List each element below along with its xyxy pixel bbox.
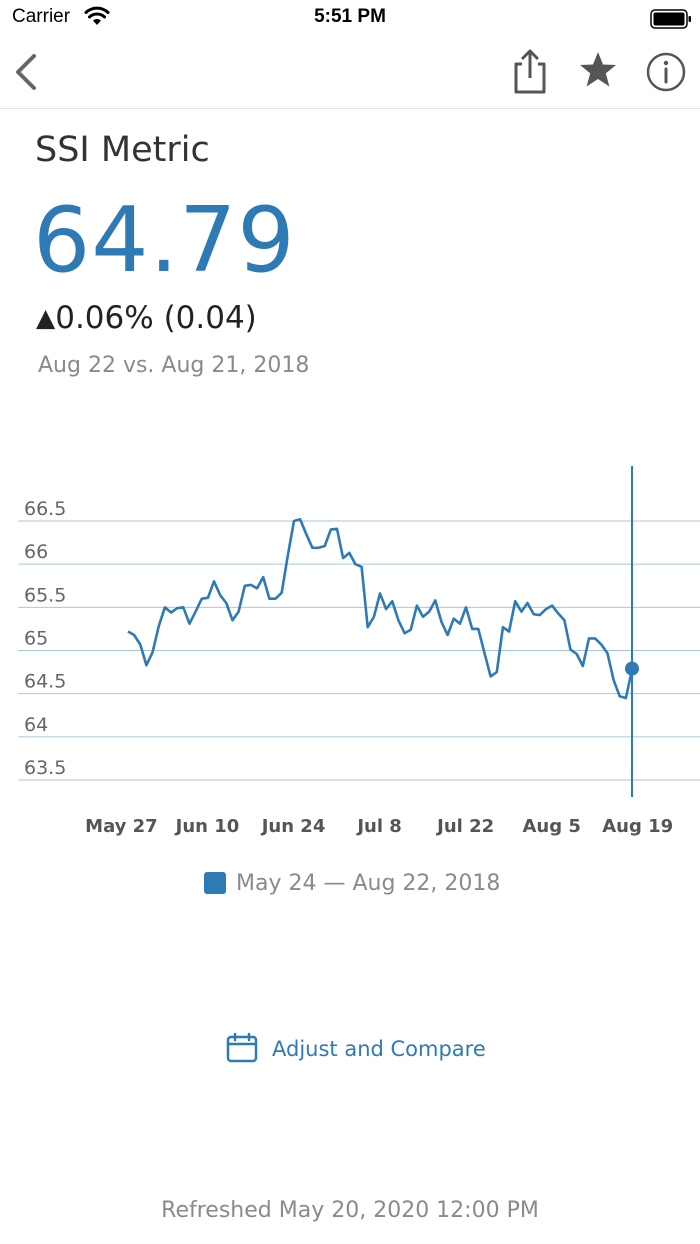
refreshed-timestamp: Refreshed May 20, 2020 12:00 PM bbox=[161, 1198, 539, 1223]
chevron-left-icon bbox=[16, 54, 36, 90]
chart-highlight[interactable] bbox=[625, 466, 639, 797]
adjust-label: Adjust and Compare bbox=[272, 1037, 486, 1061]
wifi-icon bbox=[84, 6, 110, 30]
y-tick-label: 66.5 bbox=[24, 498, 66, 520]
x-tick-label: Jun 24 bbox=[260, 816, 326, 837]
y-tick-label: 65.5 bbox=[24, 584, 66, 606]
x-tick-label: Aug 5 bbox=[522, 816, 580, 837]
metric-title: SSI Metric bbox=[35, 130, 210, 170]
chart-gridlines bbox=[18, 520, 700, 781]
x-tick-label: Jul 22 bbox=[435, 816, 494, 837]
y-tick-label: 64.5 bbox=[24, 671, 66, 693]
favorite-button[interactable] bbox=[576, 48, 620, 96]
chart-x-axis: May 27 Jun 10 Jun 24 Jul 8 Jul 22 Aug 5 Aug 19 bbox=[85, 816, 673, 837]
y-tick-label: 65 bbox=[24, 628, 48, 650]
carrier-label: Carrier bbox=[12, 6, 71, 27]
info-icon bbox=[646, 52, 686, 92]
back-button[interactable] bbox=[10, 50, 44, 98]
x-tick-label: May 27 bbox=[85, 816, 158, 837]
x-tick-label: Aug 19 bbox=[602, 816, 673, 837]
y-tick-label: 66 bbox=[24, 541, 48, 563]
line-chart[interactable]: 66.5 66 65.5 65 64.5 64 63.5 May 27 Jun 10 Jun 2… bbox=[0, 440, 700, 860]
star-icon bbox=[580, 52, 616, 87]
chart-legend: May 24 — Aug 22, 2018 bbox=[204, 871, 500, 896]
info-button[interactable] bbox=[644, 50, 688, 98]
chart-series bbox=[127, 518, 634, 700]
metric-value: 64.79 bbox=[33, 188, 296, 293]
chart-y-axis: 66.5 66 65.5 65 64.5 64 63.5 bbox=[24, 498, 66, 779]
legend-label: May 24 — Aug 22, 2018 bbox=[236, 871, 501, 896]
y-tick-label: 64 bbox=[24, 714, 48, 736]
legend-swatch bbox=[204, 872, 226, 894]
delta-text: 0.06% (0.04) bbox=[55, 300, 257, 336]
highlight-point[interactable] bbox=[625, 661, 639, 676]
y-tick-label: 63.5 bbox=[24, 757, 66, 779]
triangle-up-icon: ▲ bbox=[36, 303, 56, 332]
share-icon bbox=[514, 49, 546, 94]
navigation-bar bbox=[0, 40, 700, 109]
series-line bbox=[127, 518, 634, 700]
x-tick-label: Jun 10 bbox=[174, 816, 240, 837]
comparison-period: Aug 22 vs. Aug 21, 2018 bbox=[38, 353, 310, 378]
share-button[interactable] bbox=[508, 46, 552, 100]
adjust-and-compare-button[interactable]: Adjust and Compare bbox=[226, 1032, 486, 1064]
calendar-icon bbox=[226, 1032, 258, 1063]
status-time: 5:51 PM bbox=[314, 6, 386, 27]
metric-delta: ▲0.06% (0.04) bbox=[36, 300, 257, 336]
x-tick-label: Jul 8 bbox=[355, 816, 401, 837]
battery-icon bbox=[650, 9, 692, 33]
status-bar: Carrier 5:51 PM bbox=[0, 0, 700, 40]
